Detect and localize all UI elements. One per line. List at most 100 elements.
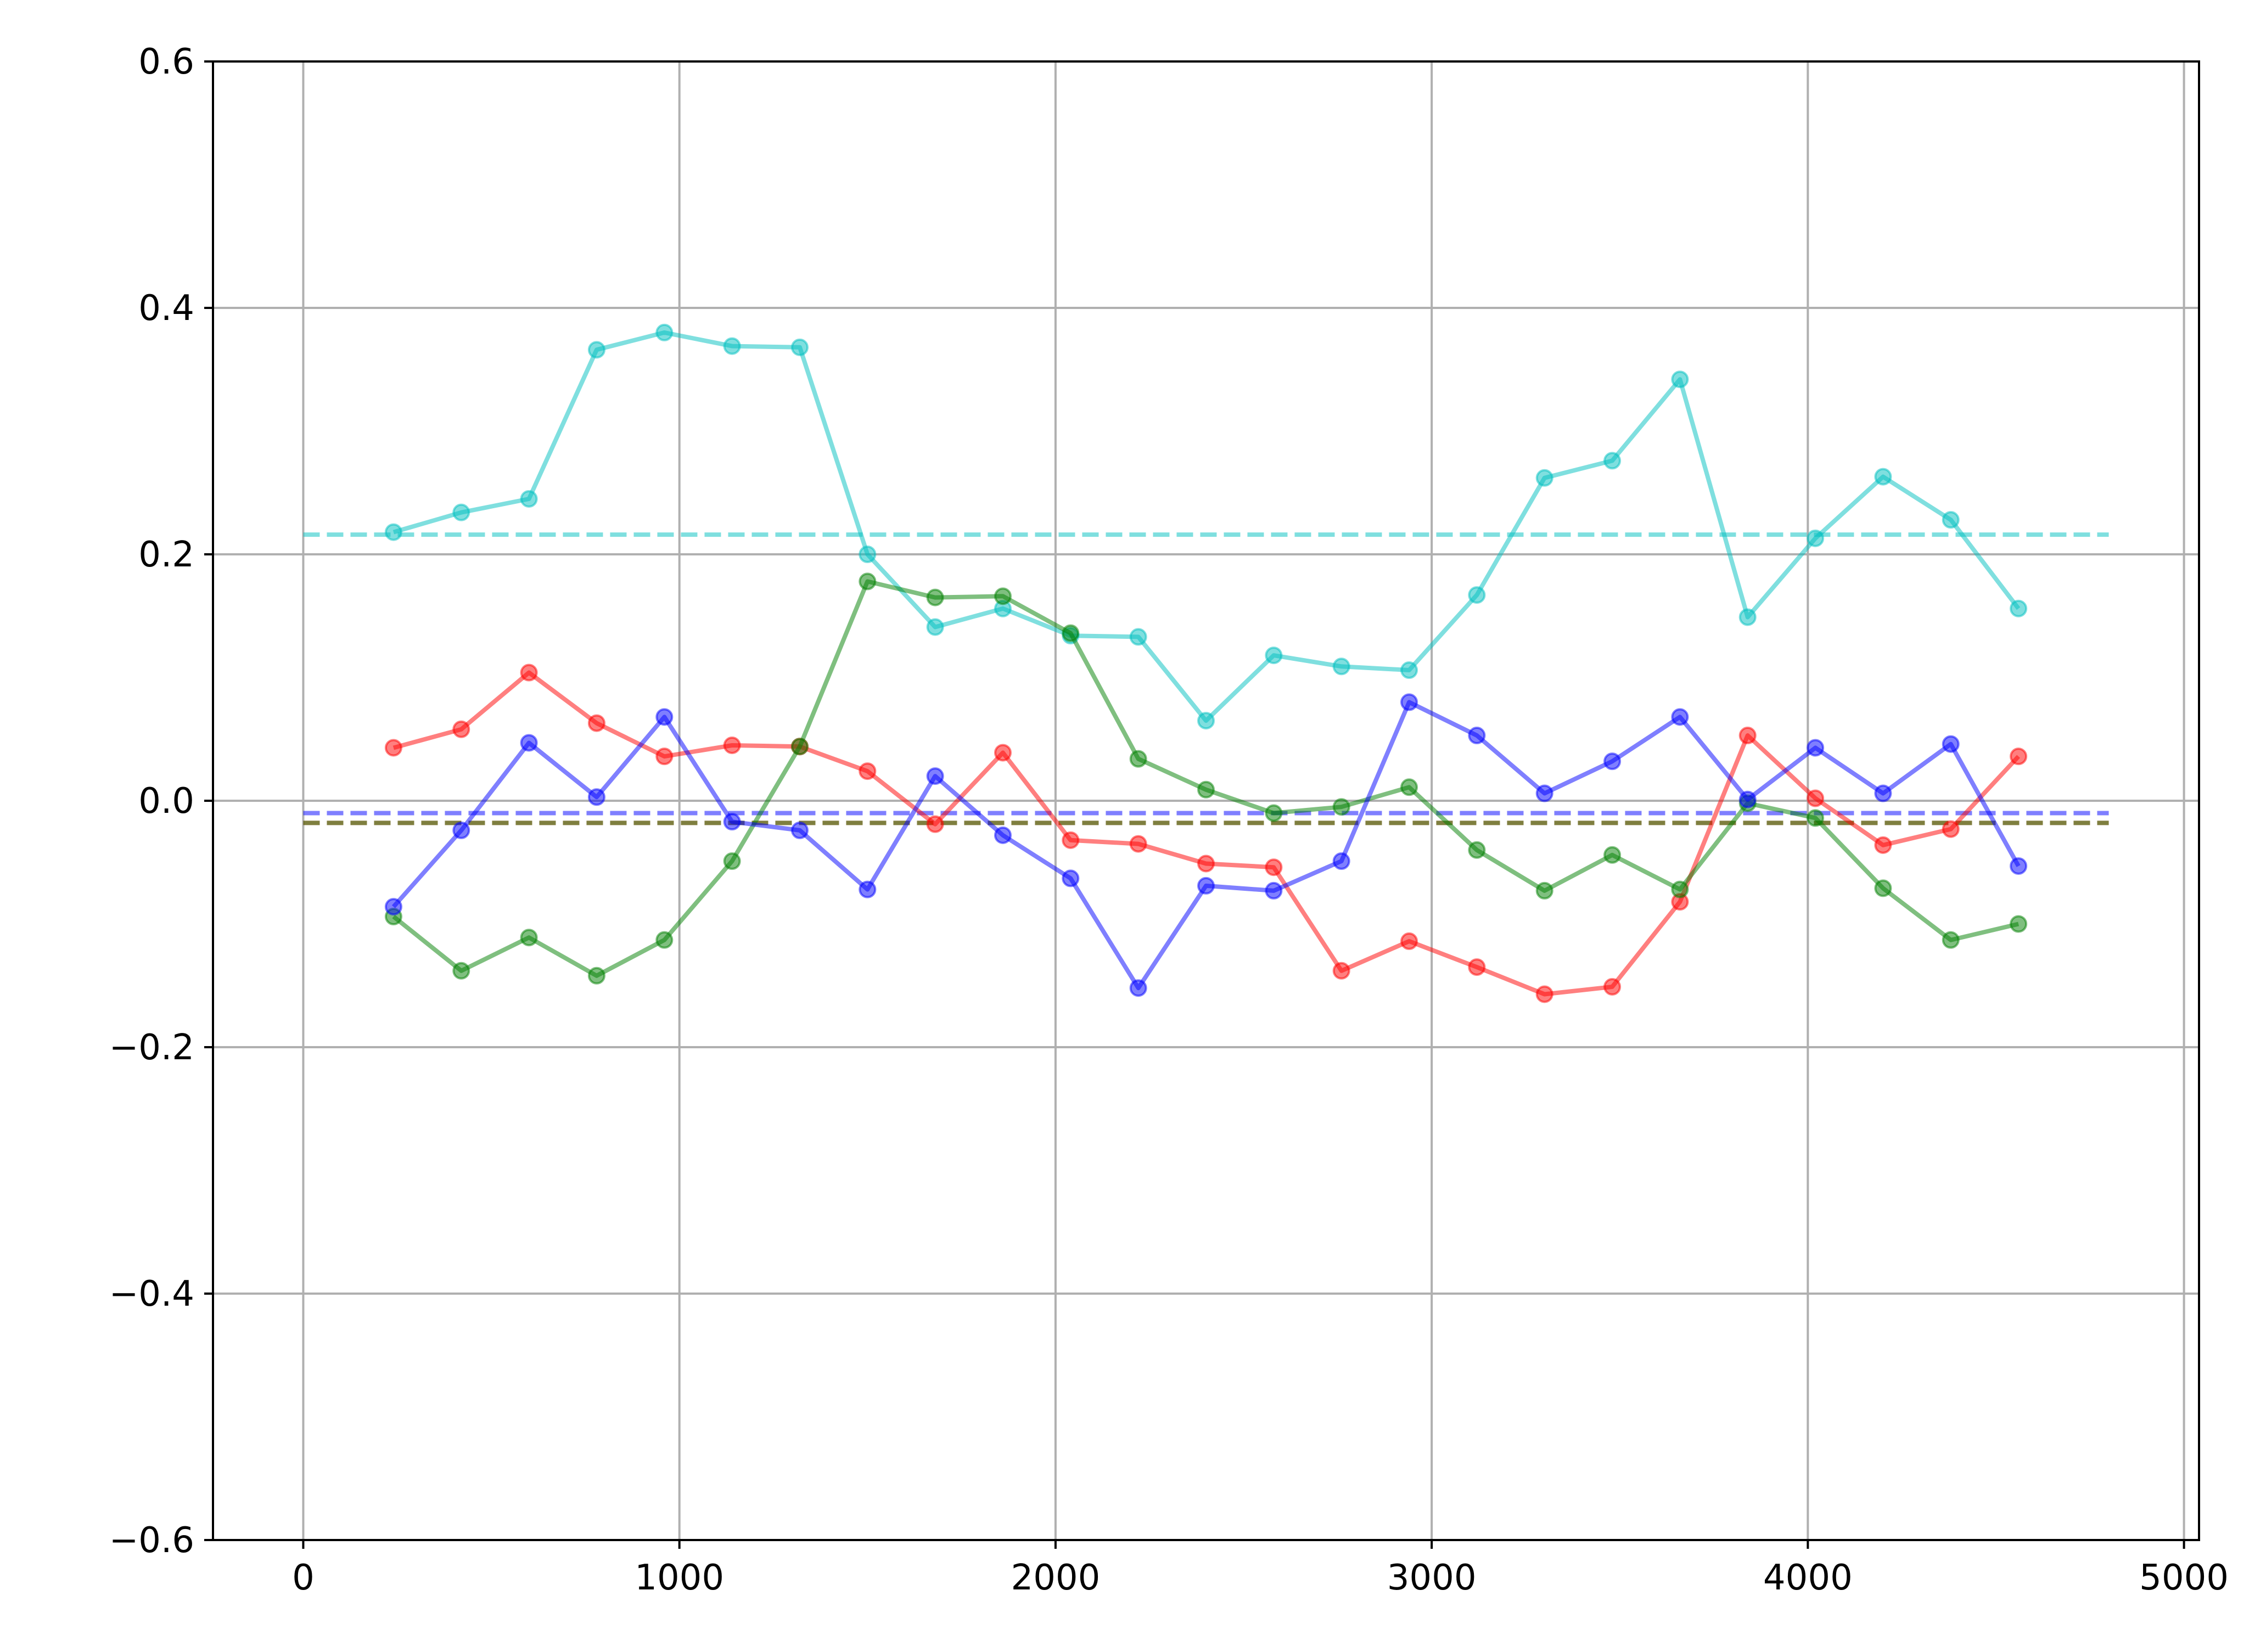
series-lines xyxy=(384,323,2028,1003)
series-2-point xyxy=(1807,789,1825,807)
x-tick-label: 1000 xyxy=(635,1558,724,1598)
series-3-point xyxy=(1942,931,1960,949)
x-tick-label: 3000 xyxy=(1387,1558,1477,1598)
series-2-point xyxy=(1942,820,1960,838)
series-1-point xyxy=(2010,599,2028,617)
series-4-point xyxy=(1942,735,1960,753)
series-2-point xyxy=(520,664,538,682)
series-1-point xyxy=(587,341,605,359)
series-4-point xyxy=(859,880,877,898)
tick-labels: 0 1000 2000 3000 4000 5000 −0.6 −0.4 −0.2 0.0 0.2 0… xyxy=(109,42,2229,1598)
series-3-point xyxy=(1062,624,1080,642)
y-tick-label: −0.4 xyxy=(109,1274,194,1314)
series-1-point xyxy=(1129,628,1147,646)
series-1-point xyxy=(1738,608,1757,626)
series-2-point xyxy=(1400,932,1418,950)
series-2-point xyxy=(384,739,402,757)
series-3-point xyxy=(1468,841,1486,859)
series-4-point xyxy=(1603,752,1622,771)
series-1-point xyxy=(452,503,470,521)
series-2-point xyxy=(1129,835,1147,853)
y-tick-label: −0.2 xyxy=(109,1027,194,1068)
series-4-point xyxy=(1197,876,1215,895)
series-1-point xyxy=(1874,468,1892,486)
series-4-point xyxy=(790,821,809,839)
series-4-point xyxy=(587,788,605,806)
series-3-point xyxy=(520,929,538,947)
series-4-point xyxy=(1129,979,1147,997)
series-1-point xyxy=(1197,712,1215,730)
series-2-point xyxy=(926,815,944,833)
series-1-point xyxy=(859,546,877,563)
series-4-point xyxy=(1062,869,1080,887)
x-tick-label: 0 xyxy=(292,1558,315,1598)
series-3-point xyxy=(1197,780,1215,799)
mean-lines xyxy=(303,532,2109,825)
series-1-point xyxy=(520,490,538,508)
series-3-point xyxy=(723,852,741,870)
series-2-point xyxy=(1603,977,1622,996)
series-3-point xyxy=(587,967,605,985)
series-4-point xyxy=(1874,784,1892,802)
series-3-point xyxy=(790,738,809,756)
series-3-point xyxy=(1807,809,1825,827)
x-tick-label: 4000 xyxy=(1763,1558,1853,1598)
series-3-point xyxy=(1129,750,1147,768)
series-4-point xyxy=(1468,727,1486,745)
series-2-point xyxy=(1062,831,1080,849)
series-2-point xyxy=(1874,836,1892,854)
series-1-point xyxy=(655,323,674,341)
y-tick-label: 0.6 xyxy=(138,42,194,82)
series-4-point xyxy=(926,767,944,785)
series-2-point xyxy=(452,720,470,738)
series-1-point xyxy=(384,523,402,541)
series-3-point xyxy=(1874,879,1892,897)
series-1-point xyxy=(1265,647,1283,665)
series-2-point xyxy=(655,748,674,766)
x-tick-label: 5000 xyxy=(2139,1558,2229,1598)
series-1-point xyxy=(926,618,944,636)
series-1-point xyxy=(1807,529,1825,547)
series-3-point xyxy=(859,572,877,591)
series-1-point xyxy=(1942,511,1960,529)
series-1-point xyxy=(723,337,741,355)
series-4-point xyxy=(1400,693,1418,711)
series-3-point xyxy=(1603,846,1622,864)
series-3-point xyxy=(655,931,674,949)
y-tick-label: 0.0 xyxy=(138,781,194,822)
series-3-point xyxy=(1332,798,1350,816)
series-4-point xyxy=(384,898,402,916)
series-2-point xyxy=(723,736,741,754)
series-4-point xyxy=(1738,790,1757,808)
series-4-point xyxy=(1671,708,1689,726)
series-1-point xyxy=(1535,469,1553,487)
series-1-point xyxy=(1468,586,1486,604)
series-1-point xyxy=(1332,658,1350,676)
series-2-point xyxy=(1332,962,1350,980)
series-3-point xyxy=(1400,778,1418,796)
series-3-point xyxy=(994,587,1012,605)
series-3-point xyxy=(1265,804,1283,822)
series-1-point xyxy=(1603,452,1622,470)
series-4-point xyxy=(655,708,674,726)
series-2-point xyxy=(1468,958,1486,976)
series-4-point xyxy=(1535,784,1553,802)
series-4-point xyxy=(723,813,741,831)
series-2-point xyxy=(1738,727,1757,745)
series-4-point xyxy=(1265,881,1283,900)
series-3-point xyxy=(926,588,944,606)
series-2-point xyxy=(994,744,1012,762)
y-tick-label: 0.2 xyxy=(138,535,194,575)
series-4-point xyxy=(520,734,538,752)
series-2-point xyxy=(587,714,605,732)
series-4-point xyxy=(994,826,1012,844)
series-3-point xyxy=(1671,880,1689,898)
x-tick-label: 2000 xyxy=(1011,1558,1100,1598)
series-3-point xyxy=(2010,915,2028,933)
series-4-point xyxy=(1807,739,1825,757)
series-2-point xyxy=(1265,858,1283,876)
series-2-point xyxy=(2010,748,2028,766)
series-4-point xyxy=(452,821,470,839)
